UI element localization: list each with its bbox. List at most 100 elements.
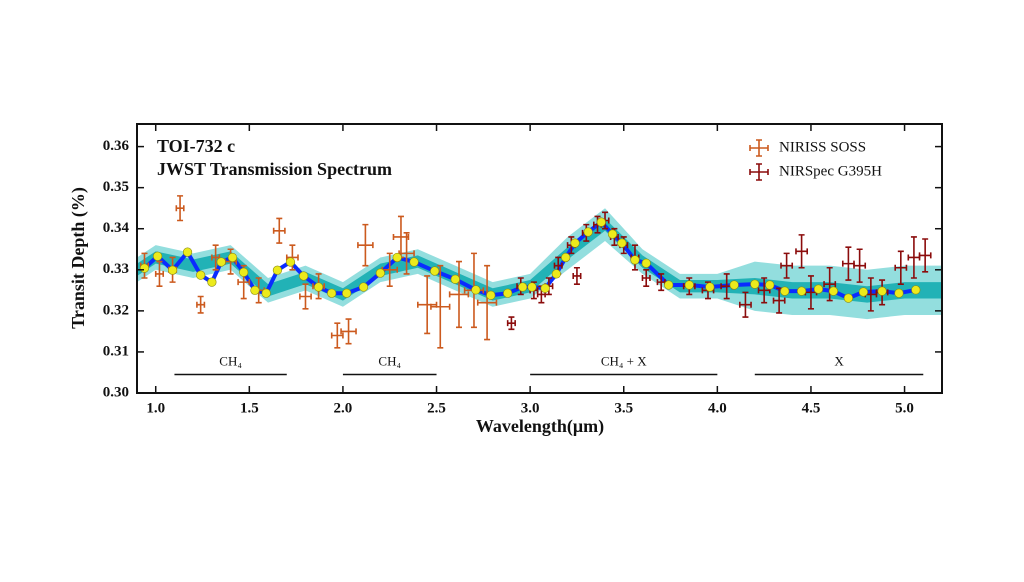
model-point	[239, 267, 249, 277]
x-error-bar	[772, 297, 786, 304]
x-tick-label: 4.5	[802, 400, 821, 416]
y-tick-label: 0.31	[103, 343, 129, 359]
model-point	[207, 277, 217, 287]
model-point	[780, 286, 790, 296]
legend-label: NIRISS SOSS	[779, 139, 866, 155]
model-point	[813, 284, 824, 294]
model-point	[430, 266, 440, 276]
model-point	[617, 238, 627, 248]
model-point	[796, 286, 807, 296]
x-error-bar	[272, 227, 286, 234]
model-point	[503, 288, 513, 298]
model-point	[182, 247, 193, 257]
model-point	[375, 268, 385, 278]
chart-subtitle: JWST Transmission Spectrum	[157, 159, 392, 179]
model-point	[227, 252, 238, 263]
model-point	[894, 288, 904, 298]
model-band-1sigma	[137, 218, 942, 303]
model-point	[313, 282, 324, 292]
model-point	[196, 270, 206, 280]
model-point	[299, 271, 309, 281]
chart-title: TOI-732 c	[157, 136, 235, 156]
y-tick-label: 0.33	[103, 261, 129, 277]
model-point	[641, 258, 651, 268]
plot-area	[137, 195, 942, 349]
x-error-bar	[780, 262, 794, 269]
model-point	[285, 257, 296, 267]
model-point	[750, 279, 760, 289]
annotation-label: CH₄ + X	[601, 354, 647, 369]
x-tick-label: 3.0	[521, 400, 540, 416]
model-point	[583, 227, 593, 237]
model-point	[471, 285, 481, 295]
model-point	[877, 286, 887, 296]
x-error-bar	[430, 303, 451, 310]
x-error-bar	[448, 291, 470, 298]
x-tick-label: 3.5	[614, 400, 633, 416]
x-tick-label: 5.0	[895, 400, 914, 416]
model-point	[250, 285, 260, 295]
model-point	[858, 287, 868, 297]
x-error-bar	[894, 264, 908, 271]
model-point	[596, 217, 606, 227]
model-point	[216, 257, 226, 267]
x-tick-label: 2.0	[334, 400, 353, 416]
x-tick-label: 2.5	[427, 400, 446, 416]
x-tick-label: 1.5	[240, 400, 259, 416]
model-point	[561, 252, 571, 263]
y-tick-label: 0.32	[103, 302, 129, 318]
model-point	[518, 282, 528, 292]
x-error-bar	[340, 328, 357, 335]
legend-label: NIRSpec G395H	[779, 163, 882, 179]
y-axis-label: Transit Depth (%)	[68, 187, 89, 329]
x-error-bar	[739, 301, 752, 308]
model-point	[828, 286, 839, 296]
x-error-bar	[641, 275, 651, 282]
model-point	[486, 290, 496, 300]
model-point	[843, 293, 853, 303]
model-point	[358, 282, 369, 292]
model-point	[570, 238, 580, 248]
annotation-label: CH₄	[378, 354, 401, 369]
y-tick-label: 0.30	[103, 384, 129, 400]
plot-frame	[136, 123, 943, 394]
model-point	[911, 285, 921, 295]
x-error-bar	[918, 252, 932, 259]
model-point	[272, 265, 283, 275]
x-error-bar	[572, 272, 582, 279]
model-point	[684, 280, 694, 290]
x-error-bar	[299, 293, 312, 300]
model-point	[409, 257, 419, 267]
model-point	[540, 283, 550, 293]
x-tick-label: 4.0	[708, 400, 727, 416]
model-point	[167, 265, 178, 275]
model-point	[527, 282, 537, 292]
annotation-label: X	[834, 354, 844, 369]
legend-marker	[749, 139, 769, 157]
model-point	[139, 263, 150, 273]
x-error-bar	[196, 301, 206, 308]
model-point	[765, 280, 775, 290]
x-error-bar	[154, 270, 165, 277]
model-point	[729, 280, 739, 290]
model-point	[261, 288, 271, 298]
model-point	[152, 251, 163, 261]
x-error-bar	[175, 205, 185, 212]
model-point	[607, 229, 618, 239]
x-error-bar	[795, 248, 809, 255]
x-error-bar	[357, 242, 374, 249]
y-tick-label: 0.35	[103, 179, 129, 195]
x-error-bar	[853, 262, 867, 269]
model-point	[630, 255, 640, 265]
x-error-bar	[237, 279, 251, 286]
legend-marker	[749, 163, 769, 181]
x-error-bar	[553, 262, 563, 269]
model-point	[551, 269, 561, 279]
x-error-bar	[823, 281, 837, 288]
x-error-bar	[330, 332, 344, 339]
model-point	[664, 280, 674, 290]
x-axis-label: Wavelength(μm)	[476, 416, 604, 437]
y-tick-label: 0.34	[103, 220, 130, 236]
model-point	[450, 274, 460, 284]
